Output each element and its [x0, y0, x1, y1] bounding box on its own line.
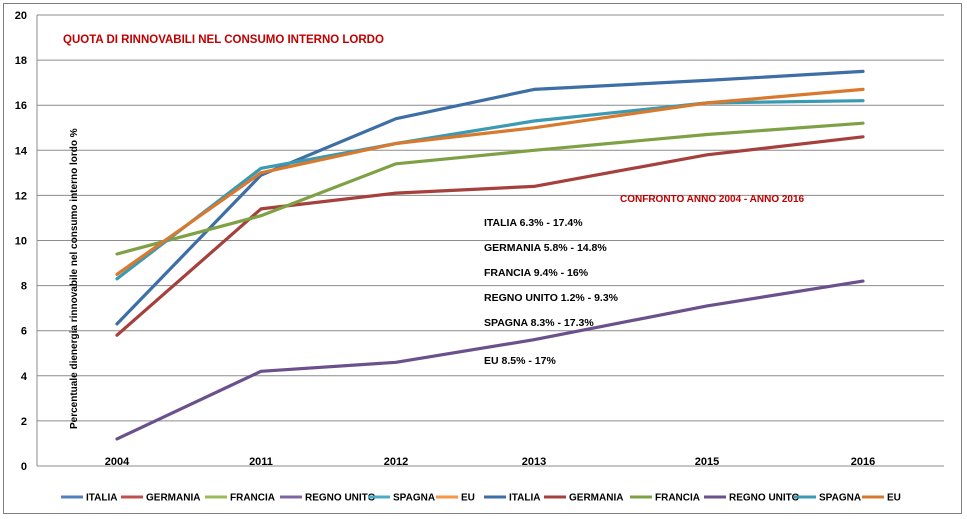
x-tick-label: 2015 — [695, 456, 719, 468]
y-tick-label: 14 — [15, 145, 28, 157]
series-line-italia — [115, 69, 865, 326]
y-tick-label: 4 — [21, 371, 28, 383]
legend-label: GERMANIA — [569, 493, 623, 504]
legend-label: EU — [461, 493, 475, 504]
legend-label: REGNO UNITO — [305, 493, 376, 504]
annotation-label: EU 8.5% - 17% — [484, 355, 556, 367]
gridlines — [36, 14, 944, 467]
chart-subtitle: CONFRONTO ANNO 2004 - ANNO 2016 — [620, 194, 805, 205]
legend-label: ITALIA — [509, 493, 540, 504]
legend-label: FRANCIA — [655, 493, 700, 504]
annotation-label: SPAGNA 8.3% - 17.3% — [484, 317, 594, 329]
series-line-spagna — [115, 99, 865, 281]
y-tick-label: 18 — [15, 55, 27, 67]
annotation-label: REGNO UNITO 1.2% - 9.3% — [484, 292, 619, 304]
x-tick-label: 2012 — [384, 456, 408, 468]
annotation-label: ITALIA 6.3% - 17.4% — [484, 217, 583, 229]
y-axis-label: Percentuale dienergia rinnovabile nel co… — [69, 128, 80, 429]
y-tick-label: 12 — [15, 190, 27, 202]
legend-label: EU — [887, 493, 901, 504]
annotations: ITALIA 6.3% - 17.4% GERMANIA 5.8% - 14.8%… — [484, 217, 619, 367]
y-tick-label: 20 — [15, 10, 27, 22]
annotation-label: GERMANIA 5.8% - 14.8% — [484, 242, 607, 254]
annotation-label: FRANCIA 9.4% - 16% — [484, 267, 589, 279]
legend-label: ITALIA — [86, 493, 117, 504]
series-line-regno-unito — [115, 279, 865, 441]
legend-label: FRANCIA — [230, 493, 275, 504]
y-tick-label: 6 — [21, 326, 27, 338]
x-axis-ticks: 2004 2011 2012 2013 2015 2016 — [105, 456, 875, 468]
chart-title: QUOTA DI RINNOVABILI NEL CONSUMO INTERNO… — [63, 34, 384, 46]
x-tick-label: 2004 — [105, 456, 130, 468]
series-line-francia — [115, 121, 865, 256]
y-tick-label: 2 — [21, 416, 27, 428]
legend-label: SPAGNA — [819, 493, 861, 504]
y-axis-ticks: 0 2 4 6 8 10 12 14 16 18 20 — [15, 10, 28, 473]
chart-frame: 0 2 4 6 8 10 12 14 16 18 20 2004 2011 2012 2013 2015 20… — [3, 3, 962, 514]
x-tick-label: 2011 — [249, 456, 273, 468]
legend: ITALIA GERMANIA FRANCIA REGNO UNITO SPAGNA EU… — [61, 493, 901, 504]
series-lines — [115, 69, 865, 441]
legend-label: GERMANIA — [146, 493, 200, 504]
y-tick-label: 16 — [15, 100, 27, 112]
legend-label: REGNO UNITO — [729, 493, 800, 504]
y-tick-label: 8 — [21, 281, 27, 293]
x-tick-label: 2016 — [851, 456, 875, 468]
y-tick-label: 0 — [21, 461, 27, 473]
y-tick-label: 10 — [15, 236, 27, 248]
x-tick-label: 2013 — [522, 456, 546, 468]
series-line-eu — [115, 87, 865, 276]
legend-label: SPAGNA — [393, 493, 435, 504]
series-line-germania — [115, 135, 865, 337]
